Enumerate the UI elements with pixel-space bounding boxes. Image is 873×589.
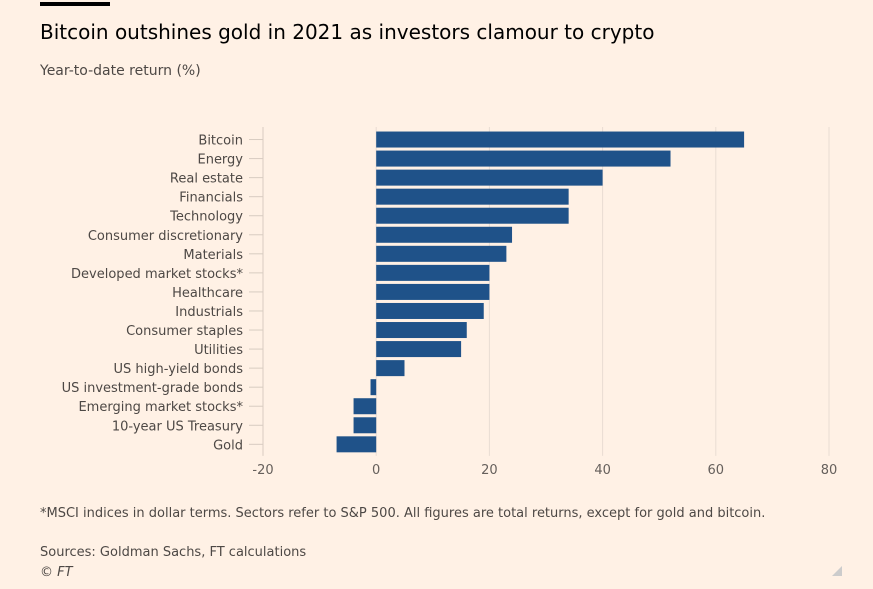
bar <box>376 341 462 358</box>
bar <box>376 322 467 339</box>
x-tick-label: 80 <box>821 463 838 478</box>
category-label: 10-year US Treasury <box>112 419 243 434</box>
category-label: Gold <box>213 438 243 453</box>
bar <box>376 283 490 300</box>
category-label: Developed market stocks* <box>71 267 243 282</box>
footnote: *MSCI indices in dollar terms. Sectors r… <box>40 506 766 521</box>
category-label: Financials <box>179 191 243 206</box>
x-tick-label: 40 <box>594 463 611 478</box>
chart-title: Bitcoin outshines gold in 2021 as invest… <box>40 20 655 44</box>
bar <box>376 245 507 262</box>
resize-handle-icon[interactable] <box>832 566 842 576</box>
bar <box>353 417 377 434</box>
chart-subtitle: Year-to-date return (%) <box>40 63 201 79</box>
category-label: Consumer staples <box>126 324 243 339</box>
category-label: Technology <box>169 210 243 225</box>
category-label: Bitcoin <box>198 134 243 149</box>
bar-chart: -20 0 20 40 60 80 Bitcoin Energy Real estate Fina… <box>62 127 838 478</box>
category-label: US investment-grade bonds <box>62 381 244 396</box>
x-tick-label: 0 <box>372 463 380 478</box>
bar <box>353 398 377 415</box>
bar <box>376 360 405 377</box>
category-label: US high-yield bonds <box>114 362 244 377</box>
sources: Sources: Goldman Sachs, FT calculations <box>40 545 307 560</box>
x-tick-label: 20 <box>481 463 498 478</box>
bar <box>376 131 745 148</box>
category-label: Consumer discretionary <box>88 229 243 244</box>
category-label: Real estate <box>170 172 243 187</box>
bar <box>370 379 377 396</box>
bar <box>336 436 377 453</box>
category-label: Industrials <box>175 305 243 320</box>
bar <box>376 188 569 205</box>
x-tick-label: 60 <box>708 463 725 478</box>
category-label: Healthcare <box>172 286 243 301</box>
bar <box>376 169 603 186</box>
category-label: Energy <box>197 153 243 168</box>
bar <box>376 302 484 319</box>
category-label: Materials <box>183 248 243 263</box>
x-tick-label: -20 <box>252 463 273 478</box>
copyright: © FT <box>40 565 73 580</box>
bar <box>376 264 490 281</box>
category-label: Emerging market stocks* <box>78 400 243 415</box>
bar <box>376 226 513 243</box>
category-label: Utilities <box>194 343 243 358</box>
bar <box>376 207 569 224</box>
brand-bar <box>40 2 110 6</box>
bar <box>376 150 671 167</box>
